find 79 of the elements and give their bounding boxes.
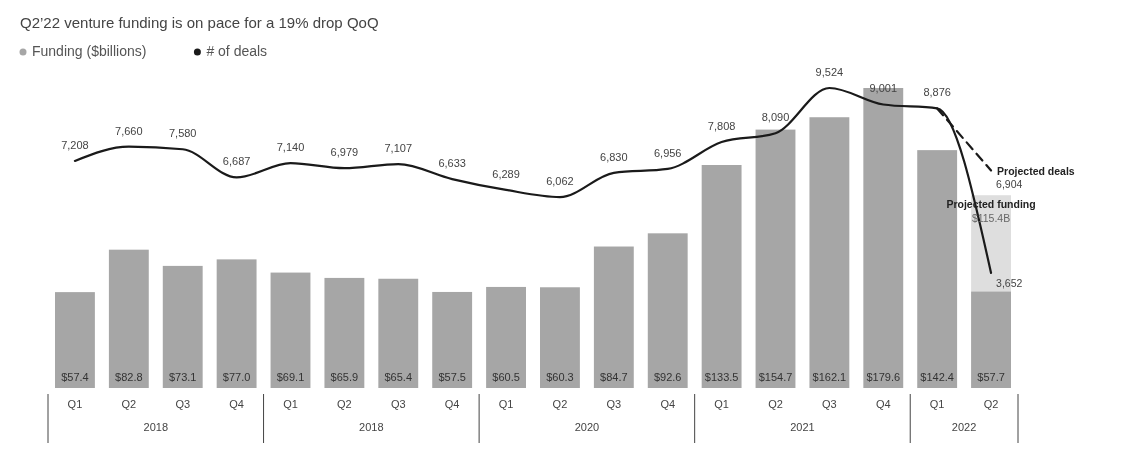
data-label: $92.6: [653, 371, 682, 383]
data-label: $73.1: [168, 371, 197, 383]
bar: [162, 265, 203, 388]
bar: [593, 246, 634, 388]
data-label: $69.1: [276, 371, 305, 383]
legend-label: # of deals: [206, 43, 268, 59]
data-label: 6,633: [438, 157, 466, 170]
data-label: 6,289: [492, 167, 520, 180]
data-label: $60.3: [546, 371, 574, 383]
x-tick-label: Q1: [67, 398, 83, 410]
data-label: $133.5: [704, 371, 739, 383]
data-label: $57.5: [438, 371, 466, 383]
data-label: 6,979: [330, 146, 359, 159]
data-label: $60.5: [492, 371, 520, 383]
data-label: 6,956: [653, 146, 682, 159]
bar: [701, 165, 742, 388]
data-label: $162.1: [812, 371, 847, 383]
x-tick-label: Q3: [175, 398, 191, 410]
data-label: 3,652: [996, 276, 1023, 289]
bar: [324, 277, 365, 388]
x-tick-label: Q3: [390, 398, 406, 410]
data-label: $57.4: [61, 371, 89, 383]
bar: [270, 272, 311, 388]
x-tick-label: Q1: [929, 398, 945, 410]
x-tick-label: Q4: [229, 398, 244, 410]
series-label: Projected deals: [997, 164, 1075, 177]
bar: [755, 129, 796, 388]
bar: [540, 287, 580, 388]
data-label: $84.7: [600, 371, 628, 383]
x-tick-label: Q2: [552, 398, 568, 410]
data-label: 8,090: [761, 111, 790, 124]
data-label: $65.9: [330, 371, 359, 383]
x-tick-label: Q2: [337, 398, 352, 410]
data-label: $82.8: [115, 371, 143, 383]
x-tick-label: Q2: [121, 398, 137, 410]
data-label: $65.4: [384, 371, 413, 383]
legend-label: Funding ($billions): [32, 43, 147, 59]
data-label: $77.0: [222, 371, 251, 383]
x-tick-label: Q3: [606, 398, 622, 410]
x-tick-label: Q3: [822, 398, 837, 410]
x-tick-label: Q1: [714, 398, 729, 410]
bar: [55, 292, 95, 388]
bar: [809, 117, 850, 388]
bar: [647, 233, 688, 388]
data-label: 9,524: [815, 66, 844, 78]
bar: [971, 291, 1011, 388]
x-tick-label: Q1: [498, 398, 514, 410]
bar: [432, 291, 473, 388]
text: 2022: [951, 421, 977, 433]
bar: [378, 278, 419, 388]
data-label: $179.6: [866, 371, 901, 383]
text: 2020: [574, 421, 600, 433]
data-label: 7,580: [168, 127, 197, 140]
x-tick-label: Q2: [768, 398, 783, 410]
data-label: $154.7: [758, 371, 793, 383]
data-label: 6,904: [996, 177, 1023, 190]
bar: [108, 249, 149, 388]
data-label: 7,107: [384, 142, 413, 155]
x-tick-label: Q2: [983, 398, 999, 410]
data-label: 7,660: [115, 124, 143, 137]
x-tick-label: Q4: [660, 398, 676, 410]
data-label: $142.4: [920, 371, 954, 383]
x-tick-label: Q4: [875, 398, 891, 410]
data-label: 7,208: [61, 138, 89, 151]
bar: [486, 286, 526, 388]
data-label: 6,830: [600, 150, 628, 163]
data-label: 7,140: [276, 141, 305, 154]
bar: [216, 259, 257, 388]
x-tick-label: Q4: [444, 398, 460, 410]
chart-title: Q2’22 venture funding is on pace for a 19% drop QoQ: [20, 14, 379, 31]
text: 2018: [359, 421, 384, 433]
text: 2018: [143, 421, 169, 433]
data-label: 8,876: [923, 86, 951, 99]
data-label: 6,062: [546, 175, 574, 188]
data-label: 7,808: [707, 120, 736, 133]
data-label: $57.7: [977, 371, 1005, 383]
x-tick-label: Q1: [283, 398, 298, 410]
text: 2021: [790, 421, 815, 433]
data-label: 6,687: [222, 155, 251, 168]
